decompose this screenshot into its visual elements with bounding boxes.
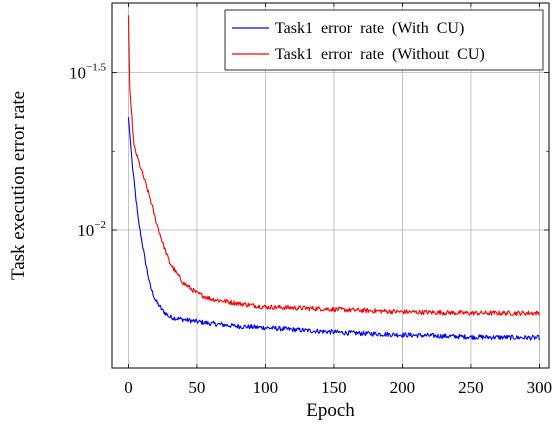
legend: Task1 error rate (With CU) Task1 error r… (224, 9, 544, 71)
series-line-without-cu (127, 15, 540, 317)
x-tick-label: 150 (321, 378, 347, 397)
legend-box (224, 9, 544, 71)
y-tick-label: 10−1.5 (69, 61, 106, 82)
x-tick-label: 50 (188, 378, 205, 397)
x-axis-title: Epoch (306, 400, 355, 421)
plot-area-frame (111, 2, 550, 369)
x-axis-ticks: 0 50 100 150 200 250 300 (124, 3, 552, 397)
x-tick-label: 0 (124, 378, 133, 397)
y-axis-ticks: 10−2 10−1.5 (69, 61, 549, 240)
series-layer (127, 15, 540, 341)
legend-label-with-cu: Task1 error rate (With CU) (275, 20, 464, 37)
x-tick-label: 300 (527, 378, 552, 397)
series-line-with-cu (127, 117, 540, 341)
y-tick-label: 10−2 (77, 219, 106, 240)
legend-label-without-cu: Task1 error rate (Without CU) (275, 46, 485, 63)
y-axis-title: Task execution error rate (8, 91, 29, 280)
x-tick-label: 250 (458, 378, 484, 397)
x-tick-label: 100 (253, 378, 279, 397)
x-tick-label: 200 (390, 378, 416, 397)
